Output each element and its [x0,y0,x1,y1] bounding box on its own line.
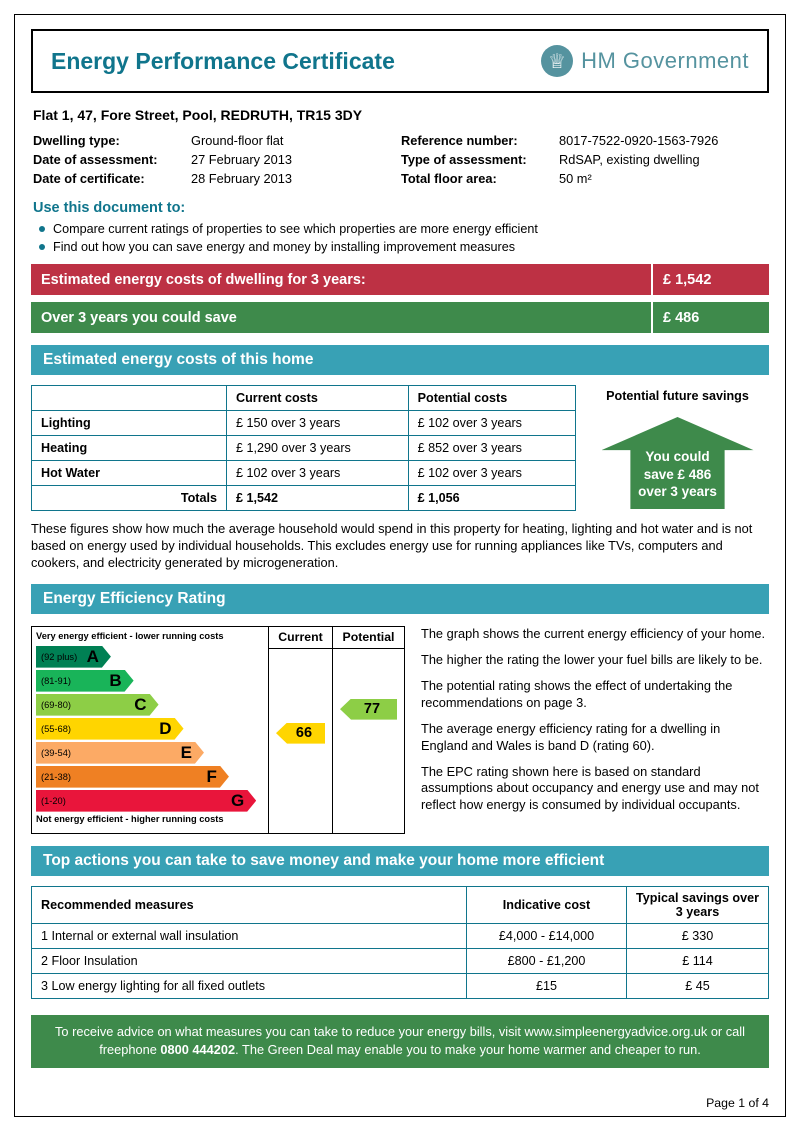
page-title: Energy Performance Certificate [51,47,395,74]
epc-band-e: (39-54) E [36,742,263,766]
table-row: Lighting £ 150 over 3 years £ 102 over 3… [31,410,577,436]
epc-description: The graph shows the current energy effic… [421,625,766,812]
epc-band-b: (81-91) B [36,670,263,694]
epc-band-g: (1-20) G [36,790,263,814]
epc-band-d: (55-68) D [36,718,263,742]
epc-current-header: Current [269,627,332,649]
hm-government-logo-text: HM Government [581,48,749,73]
epc-current-column: Current 66 [268,626,332,833]
advice-footer: To receive advice on what measures you c… [31,1014,769,1068]
hm-government-logo: ♕ HM Government [541,45,749,77]
costs-header-potential: Potential costs [407,385,577,411]
epc-section-banner: Energy Efficiency Rating [31,583,769,614]
future-savings-area: Potential future savings You could save … [576,385,769,511]
savings-header: Typical savings over 3 years [626,885,769,924]
estimated-cost-banner: Estimated energy costs of dwelling for 3… [31,264,769,295]
document-header: Energy Performance Certificate ♕ HM Gove… [31,29,769,93]
epc-band-bar: (21-38) F [36,766,229,788]
table-row: Hot Water £ 102 over 3 years £ 102 over … [31,460,577,486]
epc-band-bar: (1-20) G [36,790,256,812]
potential-saving-banner: Over 3 years you could save £ 486 [31,302,769,333]
epc-top-note: Very energy efficient - lower running co… [36,630,224,641]
field-reference-number: Reference number: 8017-7522-0920-1563-79… [401,133,719,148]
bullet-item: Compare current ratings of properties to… [33,222,769,236]
table-row: 3 Low energy lighting for all fixed outl… [31,972,769,999]
property-address: Flat 1, 47, Fore Street, Pool, REDRUTH, … [33,107,363,123]
future-savings-header: Potential future savings [606,389,749,403]
epc-section: Very energy efficient - lower running co… [31,625,769,834]
epc-bottom-note: Not energy efficient - higher running co… [36,813,224,824]
field-dwelling-type: Dwelling type: Ground-floor flat [33,133,284,148]
actions-section-banner: Top actions you can take to save money a… [31,845,769,876]
epc-band-bar: (92 plus) A [36,646,111,668]
epc-band-c: (69-80) C [36,694,263,718]
epc-band-bar: (55-68) D [36,718,184,740]
costs-table: Current costs Potential costs Lighting £… [31,385,577,511]
field-certificate-date: Date of certificate: 28 February 2013 [33,171,293,186]
field-floor-area: Total floor area: 50 m² [401,171,592,186]
property-details: Dwelling type: Ground-floor flat Date of… [33,133,769,190]
use-document-list: Compare current ratings of properties to… [33,222,769,254]
current-rating-arrow: 66 [276,722,325,744]
crown-icon: ♕ [541,45,574,77]
epc-band-bar: (69-80) C [36,694,159,716]
recommended-measures-table: Recommended measures Indicative cost Typ… [31,885,769,999]
bullet-item: Find out how you can save energy and mon… [33,240,769,254]
use-document-heading: Use this document to: [33,200,186,216]
table-row: Heating £ 1,290 over 3 years £ 852 over … [31,435,577,461]
cost-header: Indicative cost [466,885,627,924]
energy-efficiency-chart: Very energy efficient - lower running co… [31,625,405,834]
epc-potential-column: Potential 77 [332,626,404,833]
epc-band-a: (92 plus) A [36,646,263,670]
totals-row: Totals £ 1,542 £ 1,056 [31,485,577,511]
costs-header-current: Current costs [226,385,409,411]
epc-band-bar: (39-54) E [36,742,204,764]
savings-arrow: You could save £ 486 over 3 years [601,417,754,509]
certificate-page: Energy Performance Certificate ♕ HM Gove… [14,14,786,1117]
page-number: Page 1 of 4 [706,1096,769,1110]
measures-header: Recommended measures [31,885,467,924]
epc-potential-header: Potential [333,627,404,649]
potential-saving-value: £ 486 [651,302,769,333]
costs-disclaimer: These figures show how much the average … [31,521,753,570]
field-assessment-type: Type of assessment: RdSAP, existing dwel… [401,152,700,167]
costs-section-banner: Estimated energy costs of this home [31,345,769,375]
costs-section: Current costs Potential costs Lighting £… [31,385,769,511]
potential-rating-arrow: 77 [340,698,397,720]
table-row: 1 Internal or external wall insulation £… [31,922,769,949]
epc-bands-column: Very energy efficient - lower running co… [32,627,268,833]
epc-band-f: (21-38) F [36,766,263,790]
epc-band-bar: (81-91) B [36,670,134,692]
field-assessment-date: Date of assessment: 27 February 2013 [33,152,293,167]
freephone-number: 0800 444202 [160,1042,236,1058]
estimated-cost-value: £ 1,542 [651,264,769,295]
table-row: 2 Floor Insulation £800 - £1,200 £ 114 [31,947,769,974]
